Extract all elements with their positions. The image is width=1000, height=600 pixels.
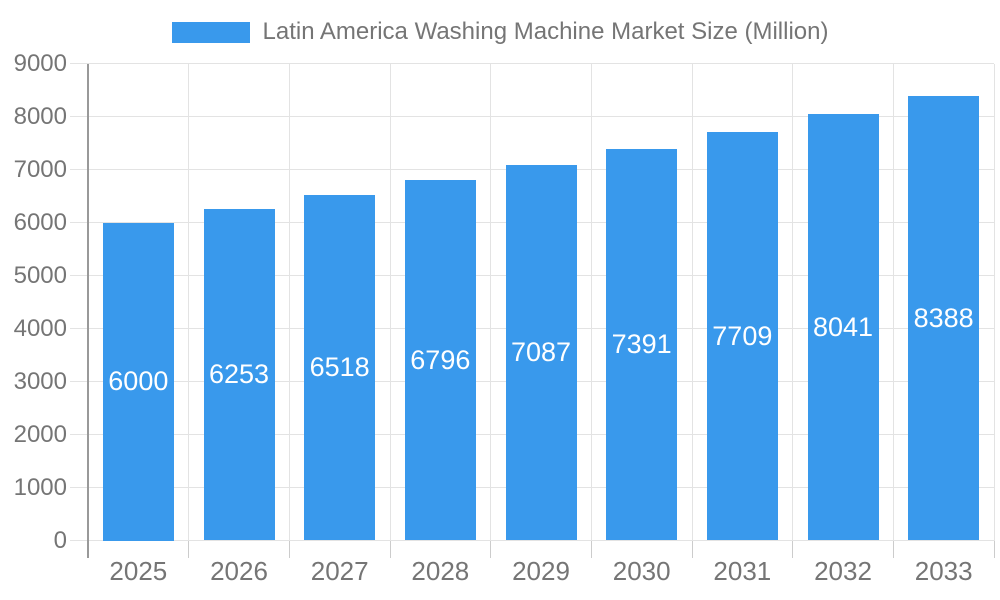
x-axis-tick-label: 2026 [210,556,268,586]
x-axis-tick [590,540,592,558]
gridline-vertical [389,63,391,541]
x-axis-tick-label: 2031 [713,556,772,586]
x-axis-tick [892,540,894,558]
bar[interactable]: 7087 [505,164,577,541]
x-axis-tick [389,540,391,558]
x-axis-tick-label: 2028 [411,556,470,586]
gridline-vertical [590,63,592,541]
y-axis-tick-label: 1000 [13,473,67,501]
y-axis-tick-label: 9000 [13,49,67,77]
bar-value-label: 7709 [712,320,773,351]
x-axis-tick-label: 2025 [109,556,168,586]
x-axis-tick [490,540,492,558]
gridline-horizontal [70,63,994,64]
x-axis-tick [792,540,794,558]
x-axis-tick [691,540,693,558]
gridline-vertical [188,63,190,541]
x-axis-tick-label: 2032 [814,556,872,586]
bar-value-label: 6253 [208,359,270,390]
x-axis-tick [188,540,190,558]
gridline-vertical [288,63,290,541]
bar-value-label: 7391 [611,329,672,360]
bar[interactable]: 7709 [706,131,778,541]
y-axis-tick-label: 2000 [13,420,67,448]
bar[interactable]: 6253 [203,209,275,541]
gridline-horizontal [70,540,994,541]
y-axis-tick-label: 7000 [13,155,67,183]
bar-value-label: 7087 [510,337,572,368]
x-axis-tick-label: 2029 [512,556,570,586]
legend-swatch-icon [171,21,250,43]
gridline-vertical [691,63,693,541]
gridline-vertical [490,63,492,541]
legend-item[interactable]: Latin America Washing Machine Market Siz… [0,12,1000,52]
bar[interactable]: 6000 [102,222,174,541]
x-axis-tick-label: 2033 [914,556,973,586]
bar-value-label: 6518 [309,352,370,383]
bar[interactable]: 6518 [304,195,376,541]
x-axis-tick-label: 2030 [612,556,671,586]
y-axis-line [86,63,89,558]
bar-value-label: 8388 [913,302,974,333]
x-axis-tick [288,540,290,558]
bar-value-label: 8041 [812,311,874,342]
gridline-vertical [892,63,894,541]
y-axis-tick-label: 3000 [13,367,67,395]
bar[interactable]: 7391 [606,148,678,541]
y-axis-tick-label: 0 [53,526,67,554]
y-axis-tick-label: 8000 [13,102,67,130]
x-axis-tick-label: 2027 [310,556,369,586]
x-axis-tick [993,540,995,558]
y-axis-tick-label: 6000 [13,208,67,236]
bar-value-label: 6000 [108,366,169,396]
y-axis-tick-label: 5000 [13,261,67,289]
bar[interactable]: 6796 [404,180,476,541]
bar[interactable]: 8388 [908,95,980,541]
bar[interactable]: 8041 [807,114,879,541]
y-axis-tick-label: 4000 [13,314,67,342]
bar-value-label: 6796 [410,344,471,375]
legend-label: Latin America Washing Machine Market Siz… [262,18,829,45]
gridline-vertical [792,63,794,541]
gridline-vertical [993,63,995,541]
gridline-horizontal [70,116,994,117]
